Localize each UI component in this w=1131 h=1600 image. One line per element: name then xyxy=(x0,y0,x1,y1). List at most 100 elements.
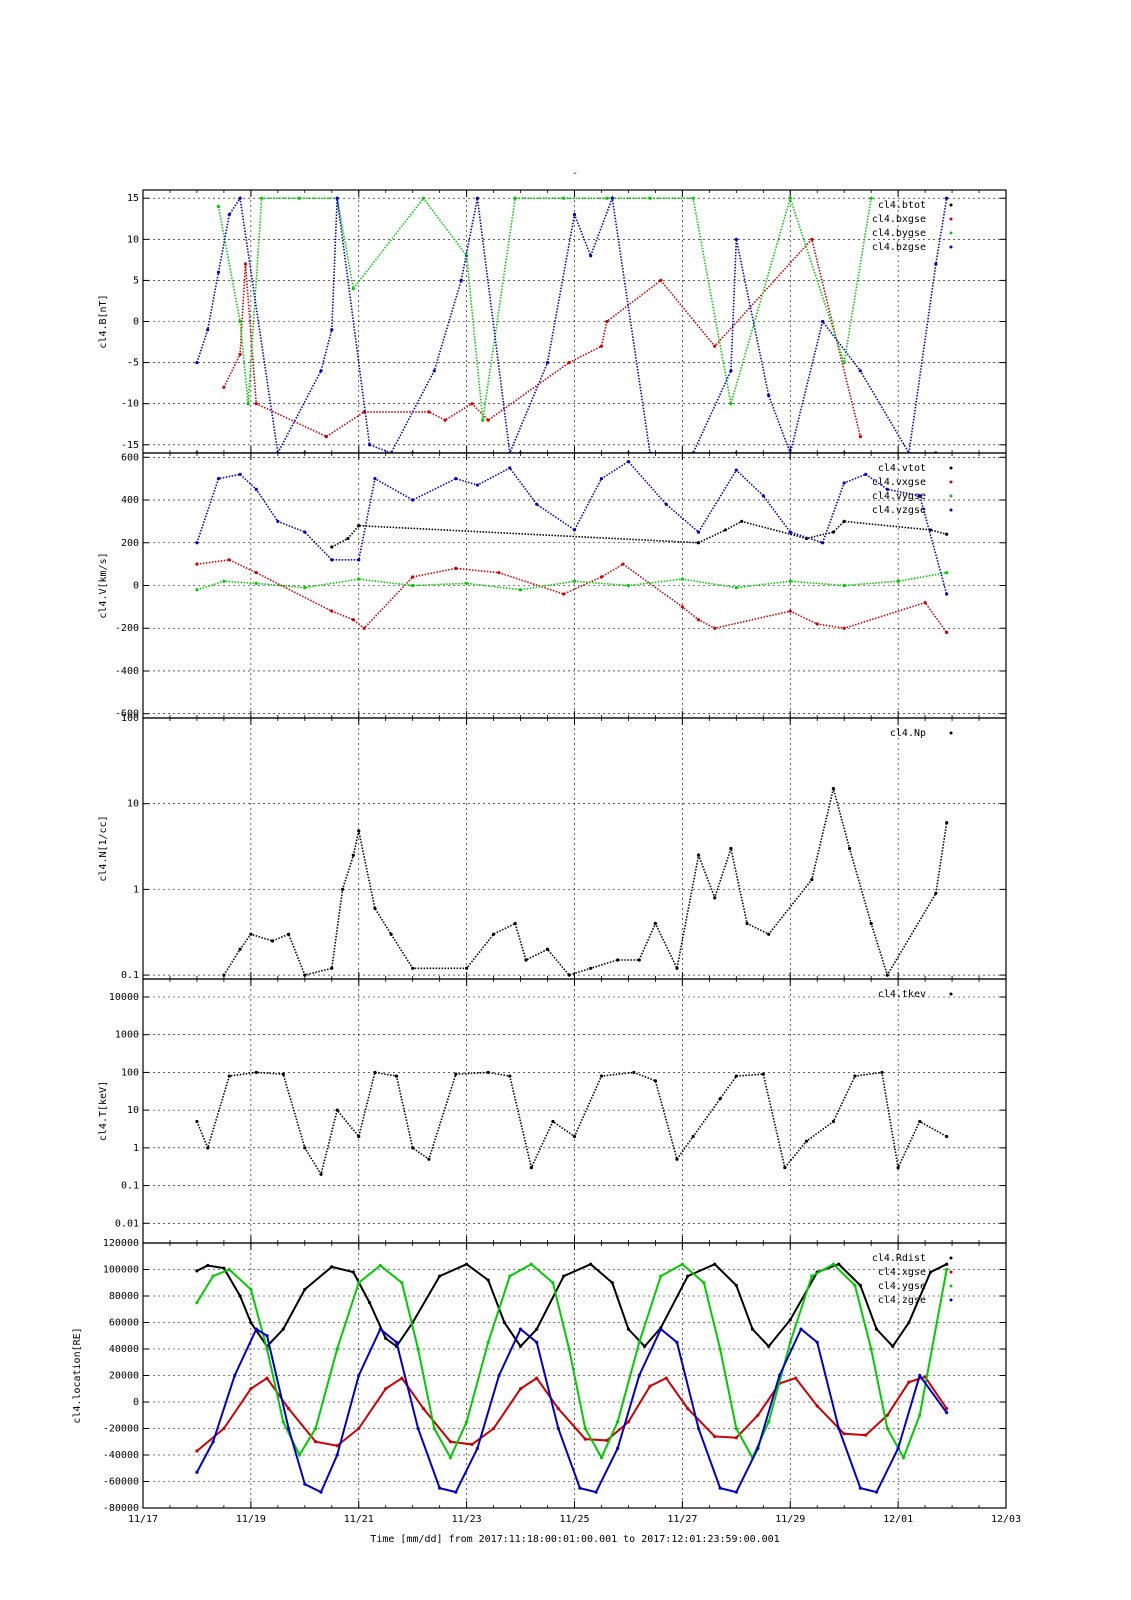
data-point xyxy=(659,1327,663,1331)
data-point xyxy=(535,502,539,506)
data-point xyxy=(740,519,744,523)
data-point xyxy=(195,1449,199,1453)
data-point xyxy=(270,939,275,943)
data-point xyxy=(718,1486,722,1490)
data-point xyxy=(389,932,393,936)
data-point xyxy=(491,932,496,936)
data-point xyxy=(524,958,528,962)
data-point xyxy=(696,853,701,857)
data-point xyxy=(303,1146,307,1150)
data-point xyxy=(206,1263,210,1268)
data-point xyxy=(853,1283,857,1287)
data-point xyxy=(696,530,701,534)
data-point xyxy=(788,1340,792,1344)
data-point xyxy=(475,196,480,200)
data-point xyxy=(400,1376,404,1380)
data-point xyxy=(934,262,938,266)
data-point xyxy=(874,1490,879,1494)
data-point xyxy=(605,1438,609,1443)
data-point xyxy=(254,571,258,575)
y-tick-label: 0 xyxy=(133,581,139,592)
data-point xyxy=(767,1344,771,1348)
x-tick-label: 11/25 xyxy=(559,1514,589,1525)
legend-marker xyxy=(949,245,953,249)
data-point xyxy=(211,1274,215,1278)
data-point xyxy=(945,196,949,200)
data-point xyxy=(842,626,846,630)
data-point xyxy=(761,1072,765,1076)
legend-label: cl4.vygse xyxy=(872,491,926,502)
data-point xyxy=(599,1074,604,1078)
data-point xyxy=(486,1340,490,1344)
data-point xyxy=(233,1373,237,1378)
y-tick-label: 80000 xyxy=(109,1291,139,1302)
data-point xyxy=(195,360,199,365)
data-point xyxy=(783,1165,787,1170)
data-point xyxy=(880,1070,884,1075)
data-point xyxy=(330,609,334,613)
data-point xyxy=(297,1453,302,1457)
data-point xyxy=(411,1146,415,1150)
panel-4: 10000 1000 100 10 1 0.1 0.01 cl4.tkev cl4.T[keV] xyxy=(98,978,1007,1244)
data-point xyxy=(767,393,771,398)
data-point xyxy=(734,468,738,472)
y-tick-label: -200 xyxy=(115,623,139,634)
data-point xyxy=(249,1387,253,1391)
data-point xyxy=(454,1072,458,1076)
data-point xyxy=(238,947,242,951)
series-cl4-vzgse xyxy=(195,459,949,596)
series-cl4-vygse xyxy=(195,571,949,592)
panel-2: 600 400 200 0 -200 -400 -600 cl4.vtot cl4.vxgse c… xyxy=(98,452,1007,720)
data-point xyxy=(702,1281,706,1285)
data-point xyxy=(572,1134,577,1139)
data-point xyxy=(206,1146,210,1150)
data-point xyxy=(713,1262,717,1266)
data-point xyxy=(907,1380,911,1384)
data-point xyxy=(438,1274,442,1278)
data-point xyxy=(475,1446,480,1450)
data-point xyxy=(394,1074,399,1078)
data-point xyxy=(314,1440,318,1444)
data-point xyxy=(303,1287,307,1291)
series-cl4-vtot xyxy=(330,519,949,549)
data-point xyxy=(842,1432,846,1436)
data-point xyxy=(918,1413,922,1417)
data-point xyxy=(335,1347,339,1351)
legend-label: cl4.vxgse xyxy=(872,477,926,488)
data-point xyxy=(680,605,684,609)
data-point xyxy=(238,352,242,356)
data-point xyxy=(799,1327,803,1331)
y-tick-label: -60000 xyxy=(103,1477,139,1488)
data-point xyxy=(583,1426,587,1431)
data-point xyxy=(222,1426,226,1431)
data-point xyxy=(486,418,490,422)
series-cl4-vxgse xyxy=(195,558,949,635)
data-point xyxy=(729,402,733,406)
data-point xyxy=(648,196,652,200)
data-point xyxy=(330,558,334,562)
data-point xyxy=(319,1172,323,1176)
data-point xyxy=(535,1340,539,1344)
data-point xyxy=(357,558,361,562)
data-point xyxy=(869,921,873,926)
data-point xyxy=(432,1426,436,1431)
data-point xyxy=(556,1426,560,1431)
data-point xyxy=(448,1456,453,1460)
data-point xyxy=(648,1384,652,1388)
data-point xyxy=(794,1376,798,1380)
data-point xyxy=(400,1281,404,1285)
data-point xyxy=(238,196,242,200)
data-point xyxy=(411,966,415,970)
data-point xyxy=(551,1119,555,1124)
data-point xyxy=(287,1426,291,1431)
data-point xyxy=(346,536,350,541)
data-point xyxy=(227,1074,231,1078)
data-point xyxy=(659,278,663,283)
data-point xyxy=(605,196,609,200)
x-axis-tick-labels: 11/17 11/19 11/21 11/23 11/25 11/27 11/29 12/01… xyxy=(128,1514,1021,1525)
data-point xyxy=(713,1434,717,1439)
series-cl4-bygse xyxy=(216,195,873,422)
panel-frame xyxy=(142,1242,1007,1509)
data-point xyxy=(470,402,474,406)
data-point xyxy=(664,1376,668,1380)
